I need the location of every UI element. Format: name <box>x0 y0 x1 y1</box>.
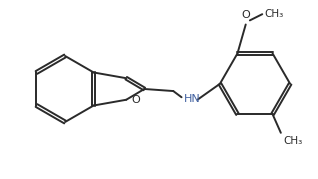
Text: CH₃: CH₃ <box>264 9 284 19</box>
Text: HN: HN <box>183 94 200 104</box>
Text: O: O <box>131 95 140 105</box>
Text: O: O <box>241 10 250 20</box>
Text: CH₃: CH₃ <box>283 136 302 146</box>
